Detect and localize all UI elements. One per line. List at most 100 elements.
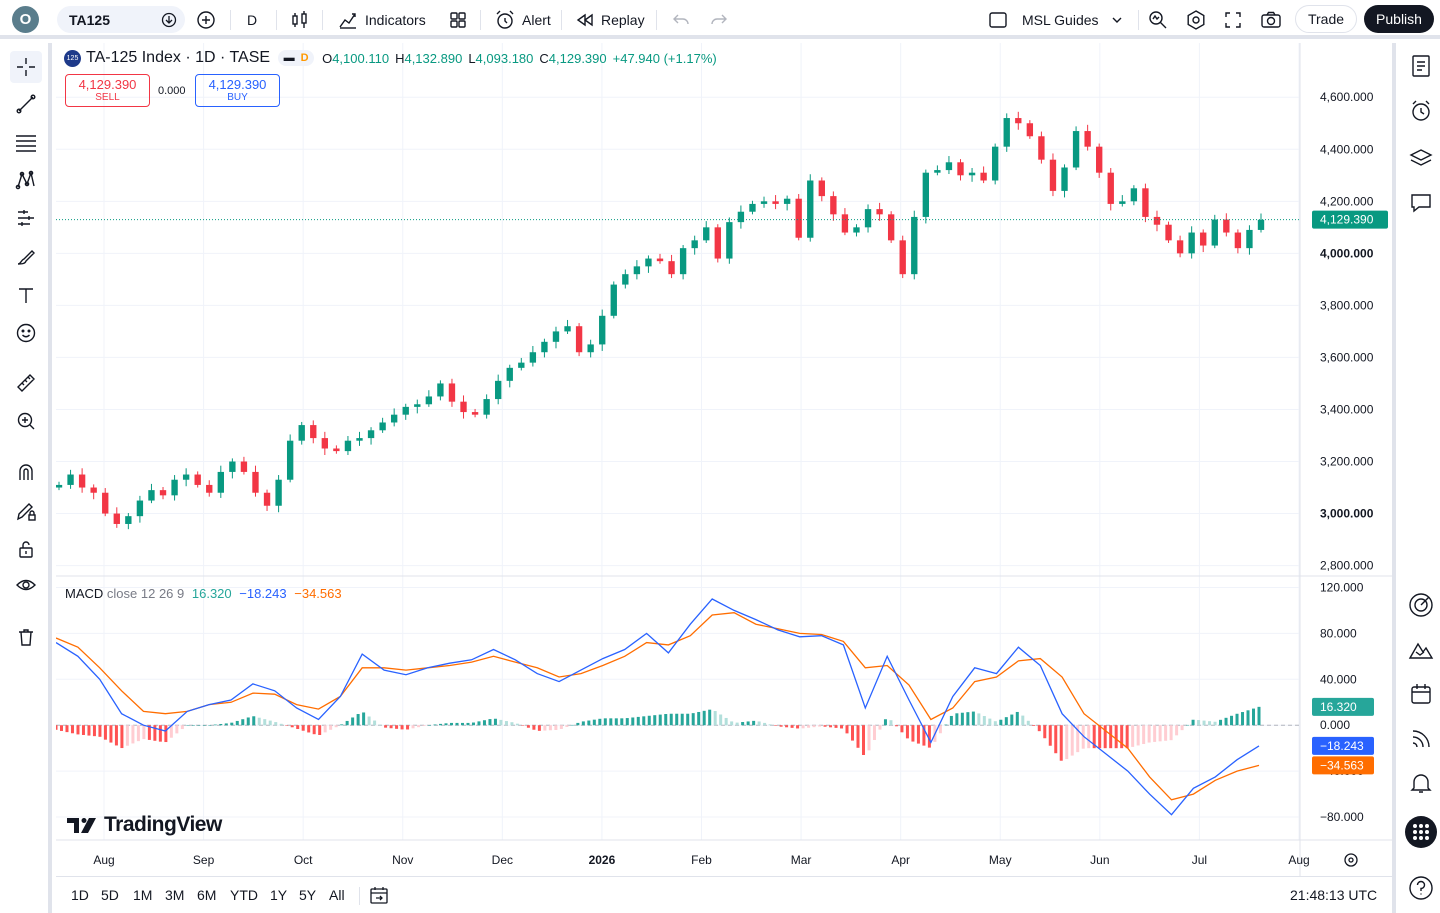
range-5d[interactable]: 5D (101, 887, 119, 903)
publish-button[interactable]: Publish (1364, 5, 1434, 33)
indicators-button[interactable]: Indicators (338, 0, 426, 39)
candle-body (714, 227, 721, 259)
candle-body (159, 490, 167, 496)
range-1d[interactable]: 1D (71, 887, 89, 903)
candle-body (887, 214, 895, 241)
time-axis-settings-button[interactable] (1344, 853, 1358, 867)
histogram-bar (1186, 724, 1190, 726)
histogram-bar (224, 723, 228, 726)
fib-tool[interactable] (10, 127, 42, 159)
chats-button[interactable] (1406, 188, 1436, 218)
undo-button[interactable] (672, 0, 690, 39)
pattern-tool[interactable] (10, 164, 42, 196)
histogram-bar (730, 721, 734, 726)
replay-button[interactable]: Replay (575, 0, 645, 39)
sell-button[interactable]: 4,129.390 SELL (65, 74, 150, 107)
alarm-clock-plus-icon (496, 10, 514, 29)
range-3m[interactable]: 3M (165, 887, 185, 903)
chart-type-button[interactable] (291, 0, 309, 39)
macd-name: MACD (65, 586, 104, 601)
tradingview-logo[interactable]: TradingView (67, 813, 222, 837)
alert-button[interactable]: Alert (494, 0, 551, 39)
ideas-button[interactable] (1406, 590, 1436, 620)
streams-button[interactable] (1406, 635, 1436, 665)
divider (322, 10, 323, 30)
lock-drawings-tool[interactable] (10, 533, 42, 565)
chart-canvas[interactable]: 4,600.000 4,400.000 4,200.000 4,000.000 3,80… (56, 43, 1392, 876)
help-button[interactable] (1406, 873, 1436, 903)
range-5y[interactable]: 5Y (299, 887, 317, 903)
candle-body (483, 399, 490, 415)
buy-button[interactable]: 4,129.390 BUY (195, 74, 280, 107)
range-1y[interactable]: 1Y (270, 887, 288, 903)
alerts-button[interactable] (1406, 96, 1436, 126)
profile-avatar[interactable]: O (12, 6, 39, 33)
candle-body (679, 248, 687, 275)
candle-body (206, 484, 213, 493)
trend-line-tool[interactable] (10, 88, 42, 120)
histogram-bar (658, 714, 662, 726)
candle-body (402, 406, 409, 415)
go-to-date-icon[interactable] (369, 885, 389, 905)
calendar-button[interactable] (1406, 679, 1436, 709)
notifications-button[interactable] (1406, 768, 1436, 798)
layout-button[interactable] (988, 0, 1008, 39)
histogram-bar (477, 721, 481, 726)
templates-button[interactable] (448, 0, 468, 39)
stay-drawing-tool[interactable] (10, 495, 42, 527)
brush-icon (17, 250, 35, 265)
fullscreen-button[interactable] (1223, 0, 1243, 39)
compare-symbol-button[interactable] (196, 0, 216, 39)
candle-body (899, 240, 906, 275)
symbol-search[interactable]: TA125 (57, 6, 185, 33)
hide-drawings-tool[interactable] (10, 569, 42, 601)
last-price-label: 4,129.390 (1312, 210, 1388, 229)
zoom-tool[interactable] (10, 405, 42, 437)
histogram-bar (351, 717, 355, 726)
search-icon (1149, 10, 1167, 28)
remove-drawings-tool[interactable] (10, 621, 42, 653)
symbol-title[interactable]: TA-125 Index · 1D · TASE (86, 49, 271, 66)
products-button[interactable] (1405, 816, 1437, 848)
candle-body (552, 331, 560, 342)
market-status-pill[interactable]: ▬ D (278, 50, 315, 66)
candle-body (1142, 188, 1149, 217)
histogram-bar (98, 725, 102, 737)
histogram-bar (1125, 725, 1129, 749)
quick-search-button[interactable] (1147, 0, 1169, 39)
news-button[interactable] (1406, 724, 1436, 754)
magnet-tool[interactable] (10, 456, 42, 488)
forecasting-tool[interactable] (10, 202, 42, 234)
guides-dropdown[interactable]: MSL Guides (1022, 0, 1123, 39)
time-tick-label: May (989, 853, 1012, 867)
text-tool[interactable] (10, 279, 42, 311)
range-1m[interactable]: 1M (133, 887, 153, 903)
candle-body (668, 261, 675, 275)
settings-button[interactable] (1185, 0, 1207, 39)
histogram-bar (625, 718, 629, 726)
histogram-bar (1103, 725, 1107, 749)
histogram-bar (466, 722, 470, 726)
histogram-bar (120, 725, 124, 749)
clock[interactable]: 21:48:13 UTC (1290, 887, 1378, 903)
trade-button[interactable]: Trade (1295, 5, 1357, 33)
crosshair-tool[interactable] (10, 51, 42, 83)
object-tree-button[interactable] (1406, 143, 1436, 173)
watchlist-button[interactable] (1406, 51, 1436, 81)
histogram-bar (642, 716, 646, 726)
interval-button[interactable]: D (247, 11, 258, 28)
macd-value-text: 16.320 (1320, 700, 1357, 714)
range-all[interactable]: All (329, 887, 345, 903)
histogram-bar (406, 725, 410, 730)
candle-body (575, 326, 583, 353)
snapshot-button[interactable] (1260, 0, 1282, 39)
emoji-tool[interactable] (10, 317, 42, 349)
histogram-bar (752, 720, 756, 726)
range-6m[interactable]: 6M (197, 887, 217, 903)
add-symbol-icon[interactable] (161, 12, 177, 28)
macd-legend[interactable]: MACD close 12 26 9 16.320 −18.243 −34.56… (65, 586, 342, 601)
brush-tool[interactable] (10, 241, 42, 273)
redo-button[interactable] (710, 0, 728, 39)
range-ytd[interactable]: YTD (230, 887, 258, 903)
measure-tool[interactable] (10, 367, 42, 399)
